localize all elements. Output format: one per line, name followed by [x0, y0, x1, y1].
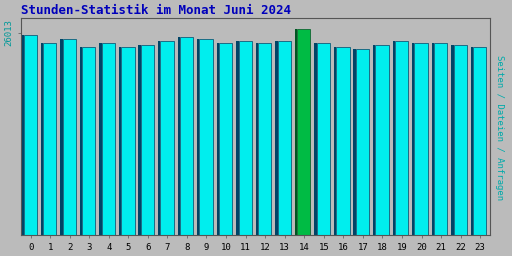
- Bar: [102, 43, 115, 235]
- Bar: [197, 39, 200, 235]
- Bar: [178, 37, 180, 235]
- Bar: [353, 49, 356, 235]
- Bar: [393, 41, 395, 235]
- Bar: [138, 45, 141, 235]
- Bar: [454, 45, 467, 235]
- Bar: [432, 43, 434, 235]
- Bar: [256, 43, 258, 235]
- Bar: [356, 49, 369, 235]
- Bar: [297, 29, 310, 235]
- Bar: [200, 39, 213, 235]
- Bar: [180, 37, 193, 235]
- Bar: [141, 45, 154, 235]
- Text: Seiten / Dateien / Anfragen: Seiten / Dateien / Anfragen: [495, 56, 504, 200]
- Bar: [43, 43, 56, 235]
- Bar: [295, 29, 297, 235]
- Bar: [275, 41, 278, 235]
- Bar: [334, 47, 336, 235]
- Bar: [236, 41, 239, 235]
- Text: Stunden-Statistik im Monat Juni 2024: Stunden-Statistik im Monat Juni 2024: [21, 4, 291, 17]
- Bar: [373, 45, 375, 235]
- Bar: [415, 43, 428, 235]
- Bar: [219, 43, 232, 235]
- Bar: [395, 41, 408, 235]
- Bar: [471, 47, 473, 235]
- Bar: [119, 47, 121, 235]
- Bar: [217, 43, 219, 235]
- Bar: [60, 39, 62, 235]
- Bar: [375, 45, 389, 235]
- Bar: [158, 41, 160, 235]
- Bar: [434, 43, 447, 235]
- Bar: [21, 35, 24, 235]
- Bar: [336, 47, 350, 235]
- Bar: [317, 43, 330, 235]
- Bar: [314, 43, 317, 235]
- Bar: [41, 43, 43, 235]
- Bar: [239, 41, 252, 235]
- Bar: [121, 47, 135, 235]
- Bar: [160, 41, 174, 235]
- Bar: [258, 43, 271, 235]
- Bar: [473, 47, 486, 235]
- Bar: [82, 47, 95, 235]
- Bar: [278, 41, 291, 235]
- Bar: [80, 47, 82, 235]
- Bar: [99, 43, 102, 235]
- Bar: [451, 45, 454, 235]
- Bar: [62, 39, 76, 235]
- Bar: [24, 35, 37, 235]
- Bar: [412, 43, 415, 235]
